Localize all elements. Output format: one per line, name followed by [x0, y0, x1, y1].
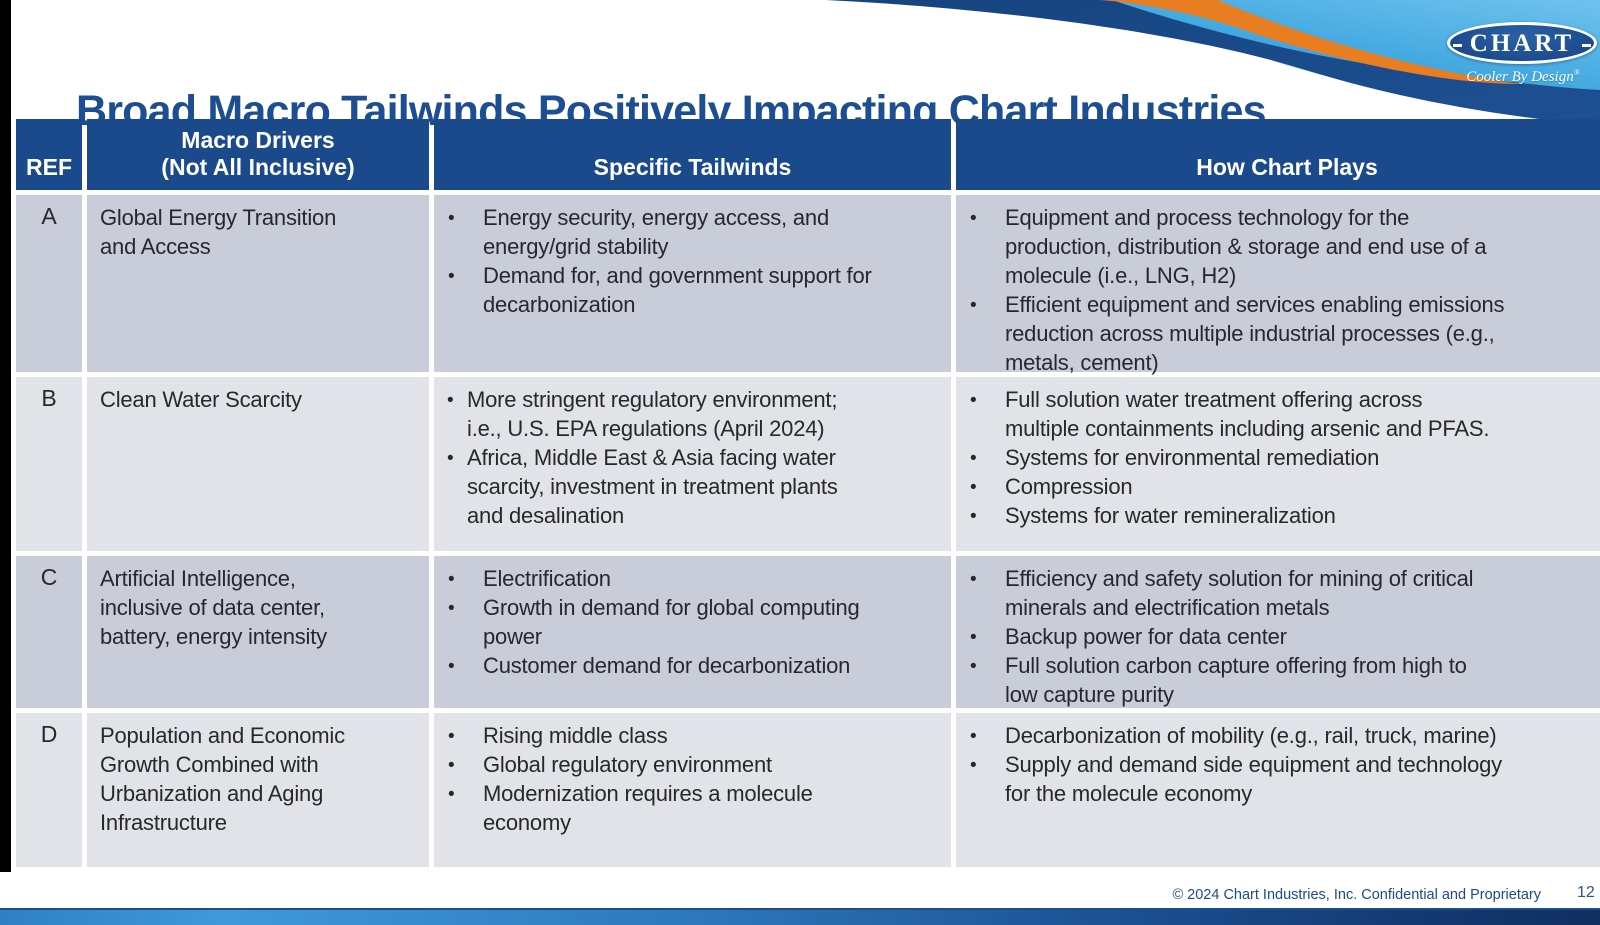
- row-b-ref: B: [16, 377, 82, 551]
- bullet-item: Systems for water remineralization: [968, 501, 1600, 531]
- swoosh-navy-shape: [826, 0, 1600, 126]
- row-a-ref: A: [16, 195, 82, 372]
- bullet-item: Rising middle class: [446, 721, 945, 751]
- row-b-driver: Clean Water Scarcity: [87, 377, 429, 551]
- bullet-item: Efficiency and safety solution for minin…: [968, 564, 1600, 622]
- bullet-item: Decarbonization of mobility (e.g., rail,…: [968, 721, 1600, 751]
- column-header-how-chart-plays: How Chart Plays: [956, 119, 1600, 190]
- chart-logo-wordmark: CHART: [1469, 29, 1575, 57]
- bullet-item: More stringent regulatory environment; i…: [446, 385, 945, 443]
- row-a-driver: Global Energy Transition and Access: [87, 195, 429, 372]
- bullet-item: Africa, Middle East & Asia facing water …: [446, 443, 945, 530]
- row-c-ref: C: [16, 556, 82, 708]
- row-d-driver: Population and Economic Growth Combined …: [87, 713, 429, 867]
- row-c-driver: Artificial Intelligence, inclusive of da…: [87, 556, 429, 708]
- column-header-specific-tailwinds: Specific Tailwinds: [434, 119, 951, 190]
- bullet-item: Demand for, and government support for d…: [446, 261, 945, 319]
- row-c-tailwinds: Electrification Growth in demand for glo…: [434, 556, 951, 708]
- bullet-item: Growth in demand for global computing po…: [446, 593, 945, 651]
- bullet-item: Equipment and process technology for the…: [968, 203, 1600, 290]
- row-b-plays: Full solution water treatment offering a…: [956, 377, 1600, 551]
- column-header-macro-drivers: Macro Drivers (Not All Inclusive): [87, 119, 429, 190]
- left-letterbox-strip: [0, 0, 11, 872]
- row-d-plays: Decarbonization of mobility (e.g., rail,…: [956, 713, 1600, 867]
- banner-swoosh: [826, 0, 1600, 126]
- chart-logo-tagline: Cooler By Design®: [1466, 68, 1580, 85]
- bullet-item: Modernization requires a molecule econom…: [446, 779, 945, 837]
- chart-logo: CHART Cooler By Design®: [1447, 22, 1599, 86]
- bullet-item: Systems for environmental remediation: [968, 443, 1600, 473]
- registered-mark: ®: [1573, 68, 1580, 77]
- bullet-item: Full solution water treatment offering a…: [968, 385, 1600, 443]
- bullet-item: Electrification: [446, 564, 945, 594]
- row-c-plays: Efficiency and safety solution for minin…: [956, 556, 1600, 708]
- chart-logo-oval: CHART: [1447, 22, 1597, 64]
- bullet-item: Backup power for data center: [968, 622, 1600, 652]
- swoosh-orange-ribbon: [1100, 0, 1522, 85]
- bottom-gradient-bar: [0, 908, 1600, 925]
- footer-copyright: © 2024 Chart Industries, Inc. Confidenti…: [1172, 887, 1541, 903]
- row-a-plays: Equipment and process technology for the…: [956, 195, 1600, 375]
- bullet-item: Efficient equipment and services enablin…: [968, 290, 1600, 377]
- row-d-tailwinds: Rising middle class Global regulatory en…: [434, 713, 951, 867]
- bullet-item: Energy security, energy access, and ener…: [446, 203, 945, 261]
- row-d-ref: D: [16, 713, 82, 867]
- bullet-item: Customer demand for decarbonization: [446, 651, 945, 681]
- bullet-item: Supply and demand side equipment and tec…: [968, 750, 1600, 808]
- row-b-tailwinds: More stringent regulatory environment; i…: [434, 377, 951, 551]
- bullet-item: Full solution carbon capture offering fr…: [968, 651, 1600, 709]
- bullet-item: Global regulatory environment: [446, 750, 945, 780]
- column-header-ref: REF: [16, 119, 82, 190]
- macro-tailwinds-table: REF Macro Drivers (Not All Inclusive) Sp…: [16, 119, 1600, 867]
- bullet-item: Compression: [968, 472, 1600, 502]
- row-a-tailwinds: Energy security, energy access, and ener…: [434, 195, 951, 372]
- page-number: 12: [1577, 884, 1595, 901]
